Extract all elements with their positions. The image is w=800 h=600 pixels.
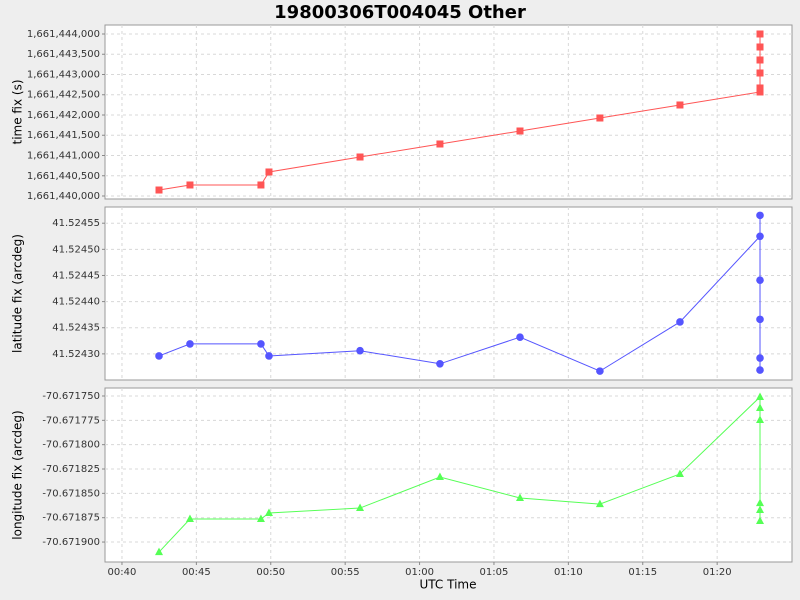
marker [356,503,365,512]
marker [185,514,194,523]
y-tick-label: 1,661,443,500 [27,49,100,60]
marker [515,493,524,502]
y-tick-label: 1,661,441,000 [27,151,100,162]
marker [155,352,163,360]
marker [436,140,444,148]
marker [756,366,764,374]
marker [155,186,163,194]
y-axis-label: latitude fix (arcdeg) [11,234,25,353]
x-axis-label: UTC Time [420,578,477,592]
marker [756,315,764,324]
marker [186,181,194,189]
marker [756,69,764,77]
x-tick-label: 00:50 [256,567,285,578]
marker [756,232,764,241]
y-tick-label: 41.52430 [52,349,100,360]
marker [676,318,684,326]
y-tick-label: 1,661,440,500 [27,171,100,182]
y-tick-label: 1,661,441,500 [27,130,100,141]
y-tick-label: -70.671875 [42,513,100,524]
x-tick-label: 00:40 [108,567,137,578]
y-axis-label: longitude fix (arcdeg) [11,410,25,539]
marker [756,415,765,424]
y-tick-label: 1,661,444,000 [27,29,100,40]
y-tick-label: 41.52440 [52,297,100,308]
marker [756,211,764,220]
y-tick-label: 41.52450 [52,244,100,255]
marker [356,346,364,355]
marker [596,114,604,122]
marker [265,352,273,360]
marker [756,84,764,92]
y-tick-label: -70.671800 [42,440,100,451]
y-tick-label: -70.671900 [42,537,100,548]
marker [257,181,265,189]
x-tick-label: 01:10 [554,567,583,578]
marker [756,403,765,411]
marker [516,127,524,135]
marker [186,340,194,348]
x-tick-label: 00:45 [182,567,211,578]
marker [756,505,765,514]
x-tick-label: 01:15 [628,567,657,578]
marker [756,498,765,507]
plot-area [104,24,793,200]
y-axis-label: time fix (s) [11,79,25,144]
marker [257,340,265,348]
x-tick-label: 00:55 [331,567,360,578]
y-tick-label: 41.52445 [52,270,100,281]
marker [675,469,684,477]
y-tick-label: 1,661,442,500 [27,90,100,101]
plot-area [104,206,793,381]
marker [435,472,444,480]
marker [756,354,764,362]
marker [756,30,764,38]
marker [256,514,265,523]
y-tick-label: 41.52435 [52,323,100,334]
y-tick-label: -70.671775 [42,415,100,426]
marker [676,101,684,109]
marker [436,359,444,368]
marker [155,547,164,556]
y-tick-label: 1,661,443,000 [27,69,100,80]
chart-title: 19800306T004045 Other [274,2,526,23]
marker [756,276,764,284]
marker [756,43,764,51]
marker [265,168,273,176]
y-tick-label: 41.52455 [52,218,100,229]
marker [756,56,764,64]
marker [516,333,524,341]
y-tick-label: -70.671750 [42,391,100,402]
marker [595,499,604,508]
marker [756,392,765,400]
y-tick-label: 1,661,440,000 [27,191,100,202]
marker [356,153,364,161]
y-tick-label: -70.671825 [42,464,100,475]
y-tick-label: -70.671850 [42,488,100,499]
x-tick-label: 01:00 [405,567,434,578]
x-tick-label: 01:05 [480,567,509,578]
marker [264,508,273,517]
x-tick-label: 01:20 [703,567,732,578]
marker [596,367,604,375]
marker [756,88,764,96]
y-tick-label: 1,661,442,000 [27,110,100,121]
marker [756,516,765,525]
plot-area [104,387,793,563]
